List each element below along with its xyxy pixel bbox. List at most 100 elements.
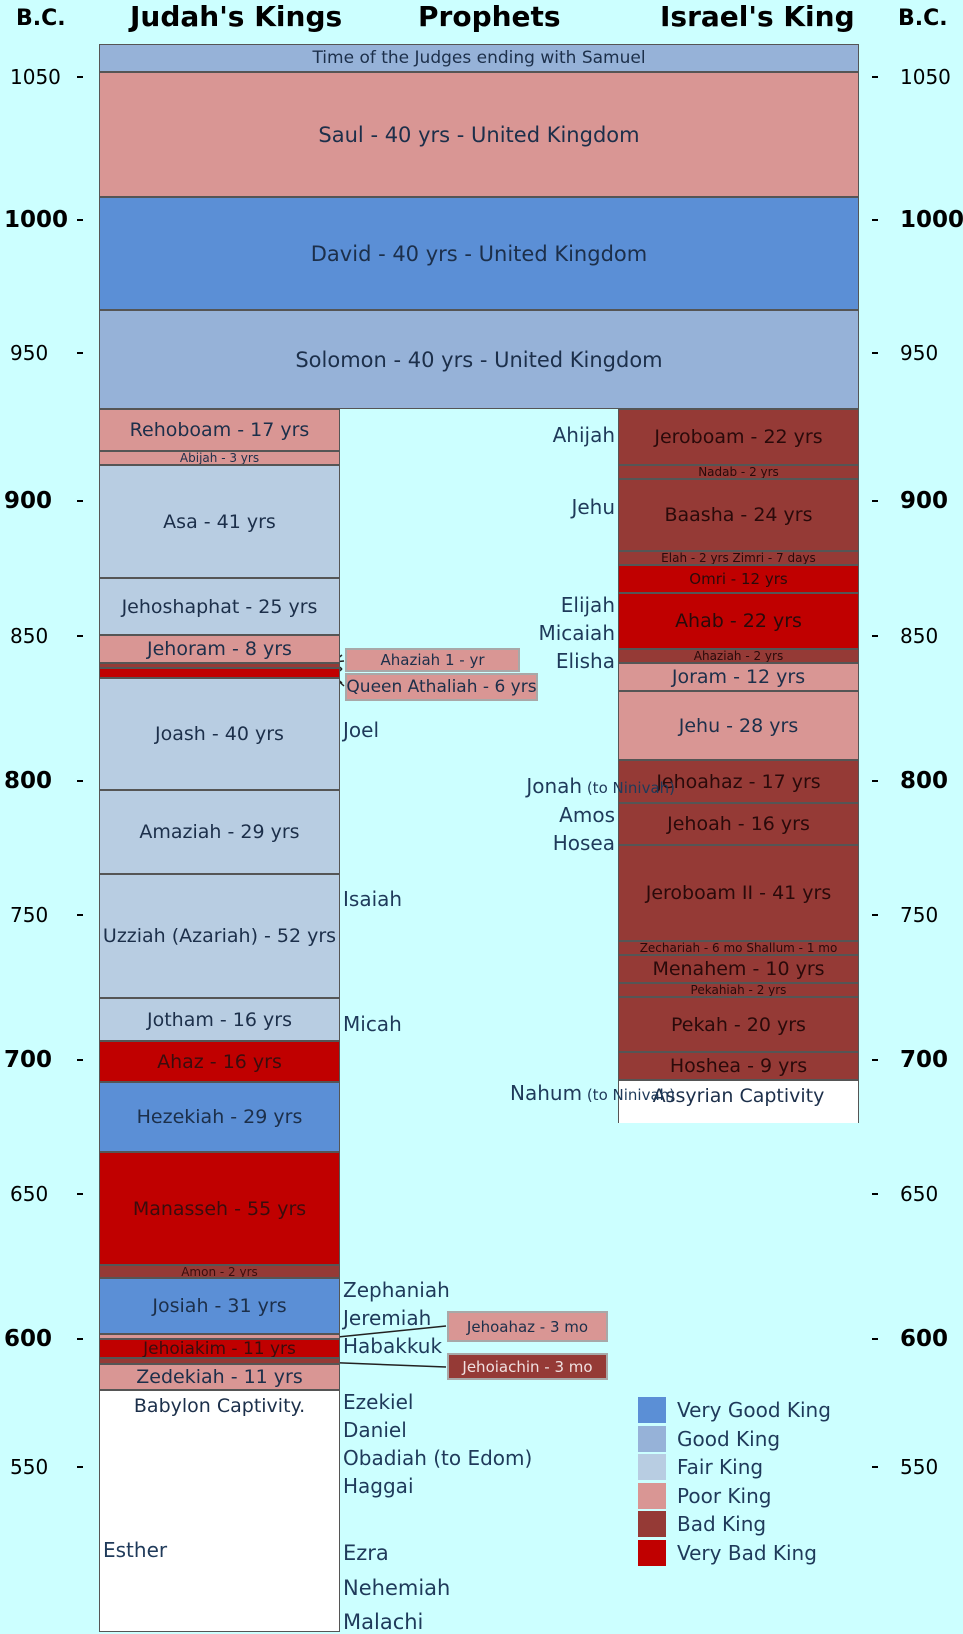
- israel-king-jehoahaz: Jehoahaz - 17 yrs: [618, 760, 859, 803]
- israel-king-jeroboam: Jeroboam - 22 yrs: [618, 409, 859, 465]
- israel-king-zechariah: Zechariah - 6 mo Shallum - 1 mo: [618, 941, 859, 955]
- year-label-left: 700: [4, 1047, 53, 1073]
- prophet-name: Hosea: [552, 831, 615, 855]
- prophet-elijah: Elijah: [561, 593, 615, 617]
- united-kingdom-bar-time-of-the-judges-ending-with-samuel: Time of the Judges ending with Samuel: [99, 44, 859, 72]
- year-label-left: 850: [10, 624, 49, 648]
- prophet-name: Ahijah: [552, 423, 615, 447]
- legend-swatch-very-good: [638, 1397, 666, 1423]
- judah-callout-queen-athaliah: Queen Athaliah - 6 yrs: [345, 673, 538, 701]
- prophet-name: Ezekiel: [343, 1390, 414, 1414]
- prophet-micaiah: Micaiah: [538, 621, 615, 645]
- prophet-name: Nehemiah: [343, 1576, 451, 1600]
- esther-label: Esther: [103, 1538, 168, 1562]
- judah-king-babylon-captivity: Babylon Captivity.: [99, 1390, 340, 1632]
- prophet-name: Zephaniah: [343, 1278, 450, 1302]
- year-label-right: 1050: [900, 65, 951, 89]
- judah-king-jehoiakim: Jehoiakim - 11 yrs: [99, 1339, 340, 1358]
- prophet-jehu: Jehu: [571, 495, 615, 519]
- legend-label-bad: Bad King: [677, 1512, 767, 1536]
- judah-king-uzziah-azariah: Uzziah (Azariah) - 52 yrs: [99, 874, 340, 998]
- judah-king-jehoram: Jehoram - 8 yrs: [99, 635, 340, 663]
- judah-king-amaziah: Amaziah - 29 yrs: [99, 790, 340, 874]
- prophet-elisha: Elisha: [556, 649, 615, 673]
- prophet-name: Micah: [343, 1012, 402, 1036]
- prophet-note: (to Ninivah): [582, 1086, 675, 1104]
- prophet-name: Obadiah (to Edom): [343, 1446, 533, 1470]
- united-kingdom-bar-saul: Saul - 40 yrs - United Kingdom: [99, 72, 859, 197]
- prophet-name: Jonah: [526, 774, 583, 798]
- israel-king-ahaziah: Ahaziah - 2 yrs: [618, 649, 859, 663]
- united-kingdom-bar-david: David - 40 yrs - United Kingdom: [99, 197, 859, 310]
- judah-king-blank: [99, 1334, 340, 1339]
- prophet-name: Micaiah: [538, 621, 615, 645]
- legend-swatch-good: [638, 1425, 666, 1452]
- prophet-haggai: Haggai: [343, 1474, 414, 1498]
- judah-callout-ahaziah-1: Ahaziah 1 - yr: [345, 648, 520, 672]
- prophet-nehemiah: Nehemiah: [343, 1576, 450, 1600]
- year-label-right: 950: [900, 341, 939, 365]
- legend-label-fair: Fair King: [677, 1455, 764, 1479]
- prophet-ezra: Ezra: [343, 1541, 389, 1565]
- year-label-left: 900: [4, 488, 53, 514]
- israel-king-baasha: Baasha - 24 yrs: [618, 479, 859, 551]
- united-kingdom-bar-solomon: Solomon - 40 yrs - United Kingdom: [99, 310, 859, 409]
- prophet-name: Habakkuk: [343, 1334, 443, 1358]
- israel-king-hoshea: Hoshea - 9 yrs: [618, 1052, 859, 1080]
- prophet-micah: Micah: [343, 1012, 402, 1036]
- israel-king-elah: Elah - 2 yrs Zimri - 7 days: [618, 551, 859, 565]
- legend-label-poor: Poor King: [677, 1483, 772, 1508]
- legend-label-good: Good King: [677, 1426, 781, 1451]
- prophet-jeremiah: Jeremiah: [343, 1306, 431, 1330]
- prophet-jonah: Jonah (to Ninivah): [526, 774, 675, 798]
- prophets-header: Prophets: [418, 0, 561, 33]
- year-label-left: 650: [10, 1182, 49, 1206]
- prophet-name: Jehu: [571, 495, 615, 519]
- year-label-left: 550: [10, 1455, 49, 1479]
- year-label-right: 1000: [900, 207, 963, 233]
- prophet-daniel: Daniel: [343, 1418, 407, 1442]
- judah-king-joash: Joash - 40 yrs: [99, 678, 340, 790]
- bc-label-left: B.C.: [16, 6, 66, 31]
- year-label-right: 900: [900, 488, 949, 514]
- judah-king-josiah: Josiah - 31 yrs: [99, 1278, 340, 1334]
- israel-king-jehoah: Jehoah - 16 yrs: [618, 803, 859, 845]
- judah-king-blank: [99, 663, 340, 668]
- judah-king-abijah: Abijah - 3 yrs: [99, 451, 340, 465]
- prophet-ezekiel: Ezekiel: [343, 1390, 413, 1414]
- judah-king-zedekiah: Zedekiah - 11 yrs: [99, 1364, 340, 1390]
- prophet-zephaniah: Zephaniah: [343, 1278, 450, 1302]
- judah-king-jotham: Jotham - 16 yrs: [99, 998, 340, 1041]
- year-label-left: 800: [4, 768, 53, 794]
- israel-king-ahab: Ahab - 22 yrs: [618, 593, 859, 649]
- prophet-name: Joel: [343, 718, 379, 742]
- judah-king-blank: [99, 668, 340, 678]
- judah-king-ahaz: Ahaz - 16 yrs: [99, 1041, 340, 1082]
- judah-king-hezekiah: Hezekiah - 29 yrs: [99, 1082, 340, 1152]
- israel-king-jehu: Jehu - 28 yrs: [618, 691, 859, 760]
- legend-swatch-bad: [638, 1511, 666, 1537]
- israel-king-pekah: Pekah - 20 yrs: [618, 997, 859, 1052]
- judah-king-rehoboam: Rehoboam - 17 yrs: [99, 409, 340, 451]
- judah-header: Judah's Kings: [130, 0, 343, 33]
- judah-king-blank: [99, 1358, 340, 1364]
- prophet-name: Daniel: [343, 1418, 407, 1442]
- prophet-name: Ezra: [343, 1541, 389, 1565]
- prophet-habakkuk: Habakkuk: [343, 1334, 442, 1358]
- prophet-ahijah: Ahijah: [553, 423, 615, 447]
- prophet-name: Amos: [559, 803, 615, 827]
- legend-swatch-poor: [638, 1482, 666, 1509]
- legend-label-very-good: Very Good King: [677, 1398, 831, 1422]
- israel-king-jeroboam-ii: Jeroboam II - 41 yrs: [618, 845, 859, 941]
- year-label-right: 550: [900, 1455, 939, 1479]
- bc-label-right: B.C.: [898, 6, 948, 31]
- judah-king-asa: Asa - 41 yrs: [99, 465, 340, 578]
- year-label-right: 600: [900, 1326, 949, 1352]
- prophet-name: Malachi: [343, 1610, 424, 1634]
- prophet-name: Haggai: [343, 1474, 414, 1498]
- judah-king-manasseh: Manasseh - 55 yrs: [99, 1152, 340, 1265]
- israel-king-joram: Joram - 12 yrs: [618, 663, 859, 691]
- prophet-name: Elisha: [555, 649, 615, 673]
- prophet-name: Isaiah: [343, 887, 403, 911]
